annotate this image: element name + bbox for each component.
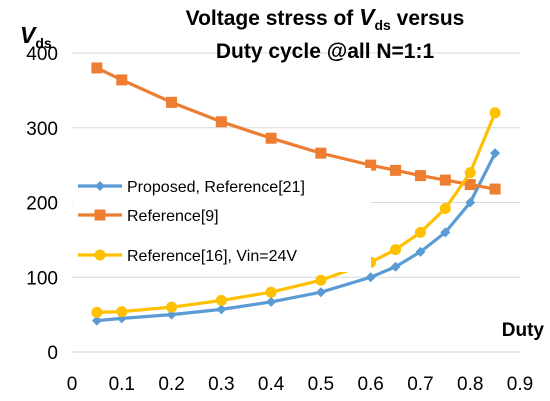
series-2-point (390, 164, 402, 176)
series-2 (91, 62, 501, 195)
legend-marker-1 (95, 181, 105, 191)
series-3-point (489, 107, 501, 119)
y-tick-label-300: 300 (26, 119, 58, 140)
series-3-point (414, 226, 426, 238)
series-2-point (365, 159, 377, 171)
series-1-point (315, 287, 326, 298)
series-2-point (166, 96, 178, 108)
series-2-point (439, 174, 451, 186)
x-tick-label-0.2: 0.2 (158, 374, 184, 395)
series-1-point (490, 148, 501, 159)
chart-title-line1: Voltage stress of Vds versus (186, 4, 465, 33)
legend-background (73, 168, 371, 272)
chart-title-line2: Duty cycle @all N=1:1 (216, 40, 435, 63)
x-tick-label-0.5: 0.5 (308, 374, 334, 395)
series-3-point (464, 167, 476, 179)
y-tick-label-100: 100 (26, 268, 58, 289)
series-3-point (116, 306, 128, 318)
series-3-point (215, 294, 227, 306)
series-3-point (91, 306, 103, 318)
series-1-point (440, 227, 451, 238)
series-2-point (116, 74, 128, 86)
legend-label-2: Reference[9] (127, 208, 219, 225)
x-tick-label-0.8: 0.8 (457, 374, 483, 395)
x-tick-label-0.3: 0.3 (208, 374, 234, 395)
x-tick-label-0.4: 0.4 (258, 374, 285, 395)
x-tick-label-0.7: 0.7 (407, 374, 433, 395)
series-3-point (439, 202, 451, 214)
legend-marker-2 (94, 209, 106, 221)
series-2-point (91, 62, 103, 74)
x-tick-label-0.6: 0.6 (357, 374, 383, 395)
series-1-point (465, 197, 476, 208)
x-tick-label-0.9: 0.9 (507, 374, 533, 395)
series-2-point (265, 132, 277, 144)
legend-marker-3 (94, 249, 106, 261)
series-1-point (390, 261, 401, 272)
x-tick-label-0: 0 (67, 374, 78, 395)
series-2-point (414, 170, 426, 182)
axes: 0 100 200 300 400 0 0.1 0.2 0.3 0.4 0.5 0.6 0.7 0.8 0.… (26, 44, 533, 395)
series-1-point (91, 315, 102, 326)
y-axis-title: Vds (20, 22, 52, 51)
x-tick-label-0.1: 0.1 (109, 374, 135, 395)
legend-label-3: Reference[16], Vin=24V (127, 248, 297, 265)
series-2-point (464, 179, 476, 191)
series-1-point (266, 296, 277, 307)
series-3-point (265, 286, 277, 298)
series-3-point (390, 244, 402, 256)
y-tick-label-200: 200 (26, 194, 58, 215)
x-axis-title: Duty (502, 320, 545, 341)
series-1-point (216, 304, 227, 315)
y-tick-label-0: 0 (47, 343, 58, 364)
series-2-point (489, 183, 501, 195)
y-tick-label-400: 400 (26, 44, 58, 65)
series-1-point (365, 272, 376, 283)
series-1-line (96, 152, 497, 323)
legend: Proposed, Reference[21] Reference[9] Refer… (73, 168, 371, 272)
series-1-point (166, 309, 177, 320)
series-3-point (315, 274, 327, 286)
series-3-point (166, 301, 178, 313)
legend-label-1: Proposed, Reference[21] (127, 179, 305, 196)
series-2-point (215, 116, 227, 128)
series-2-point (315, 147, 327, 159)
series-1-point (415, 246, 426, 257)
